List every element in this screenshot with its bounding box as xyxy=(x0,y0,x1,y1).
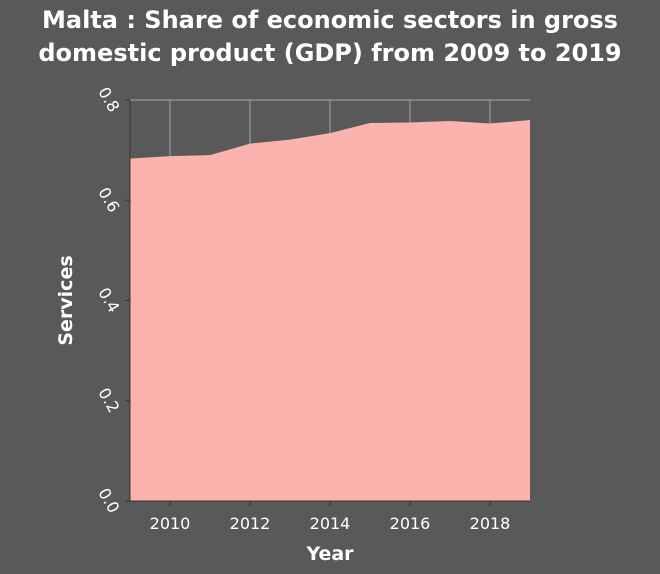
y-axis-label: Services xyxy=(55,255,77,345)
y-tick-label: 0.2 xyxy=(94,384,123,416)
y-tick-label: 0.6 xyxy=(94,184,123,216)
x-tick-label: 2012 xyxy=(230,514,271,533)
chart-title: Malta : Share of economic sectors in gro… xyxy=(0,4,660,70)
x-axis-label: Year xyxy=(305,543,354,565)
x-tick-label: 2010 xyxy=(150,514,191,533)
x-tick-label: 2014 xyxy=(310,514,351,533)
x-tick-label: 2018 xyxy=(470,514,511,533)
chart-title-line-1: Malta : Share of economic sectors in gro… xyxy=(42,6,618,34)
y-tick-label: 0.4 xyxy=(94,284,123,316)
x-tick-label: 2016 xyxy=(390,514,431,533)
y-tick-label: 0.0 xyxy=(94,485,123,517)
services-area xyxy=(130,120,530,502)
y-tick-label: 0.8 xyxy=(94,84,123,116)
chart-title-line-2: domestic product (GDP) from 2009 to 2019 xyxy=(38,39,622,67)
